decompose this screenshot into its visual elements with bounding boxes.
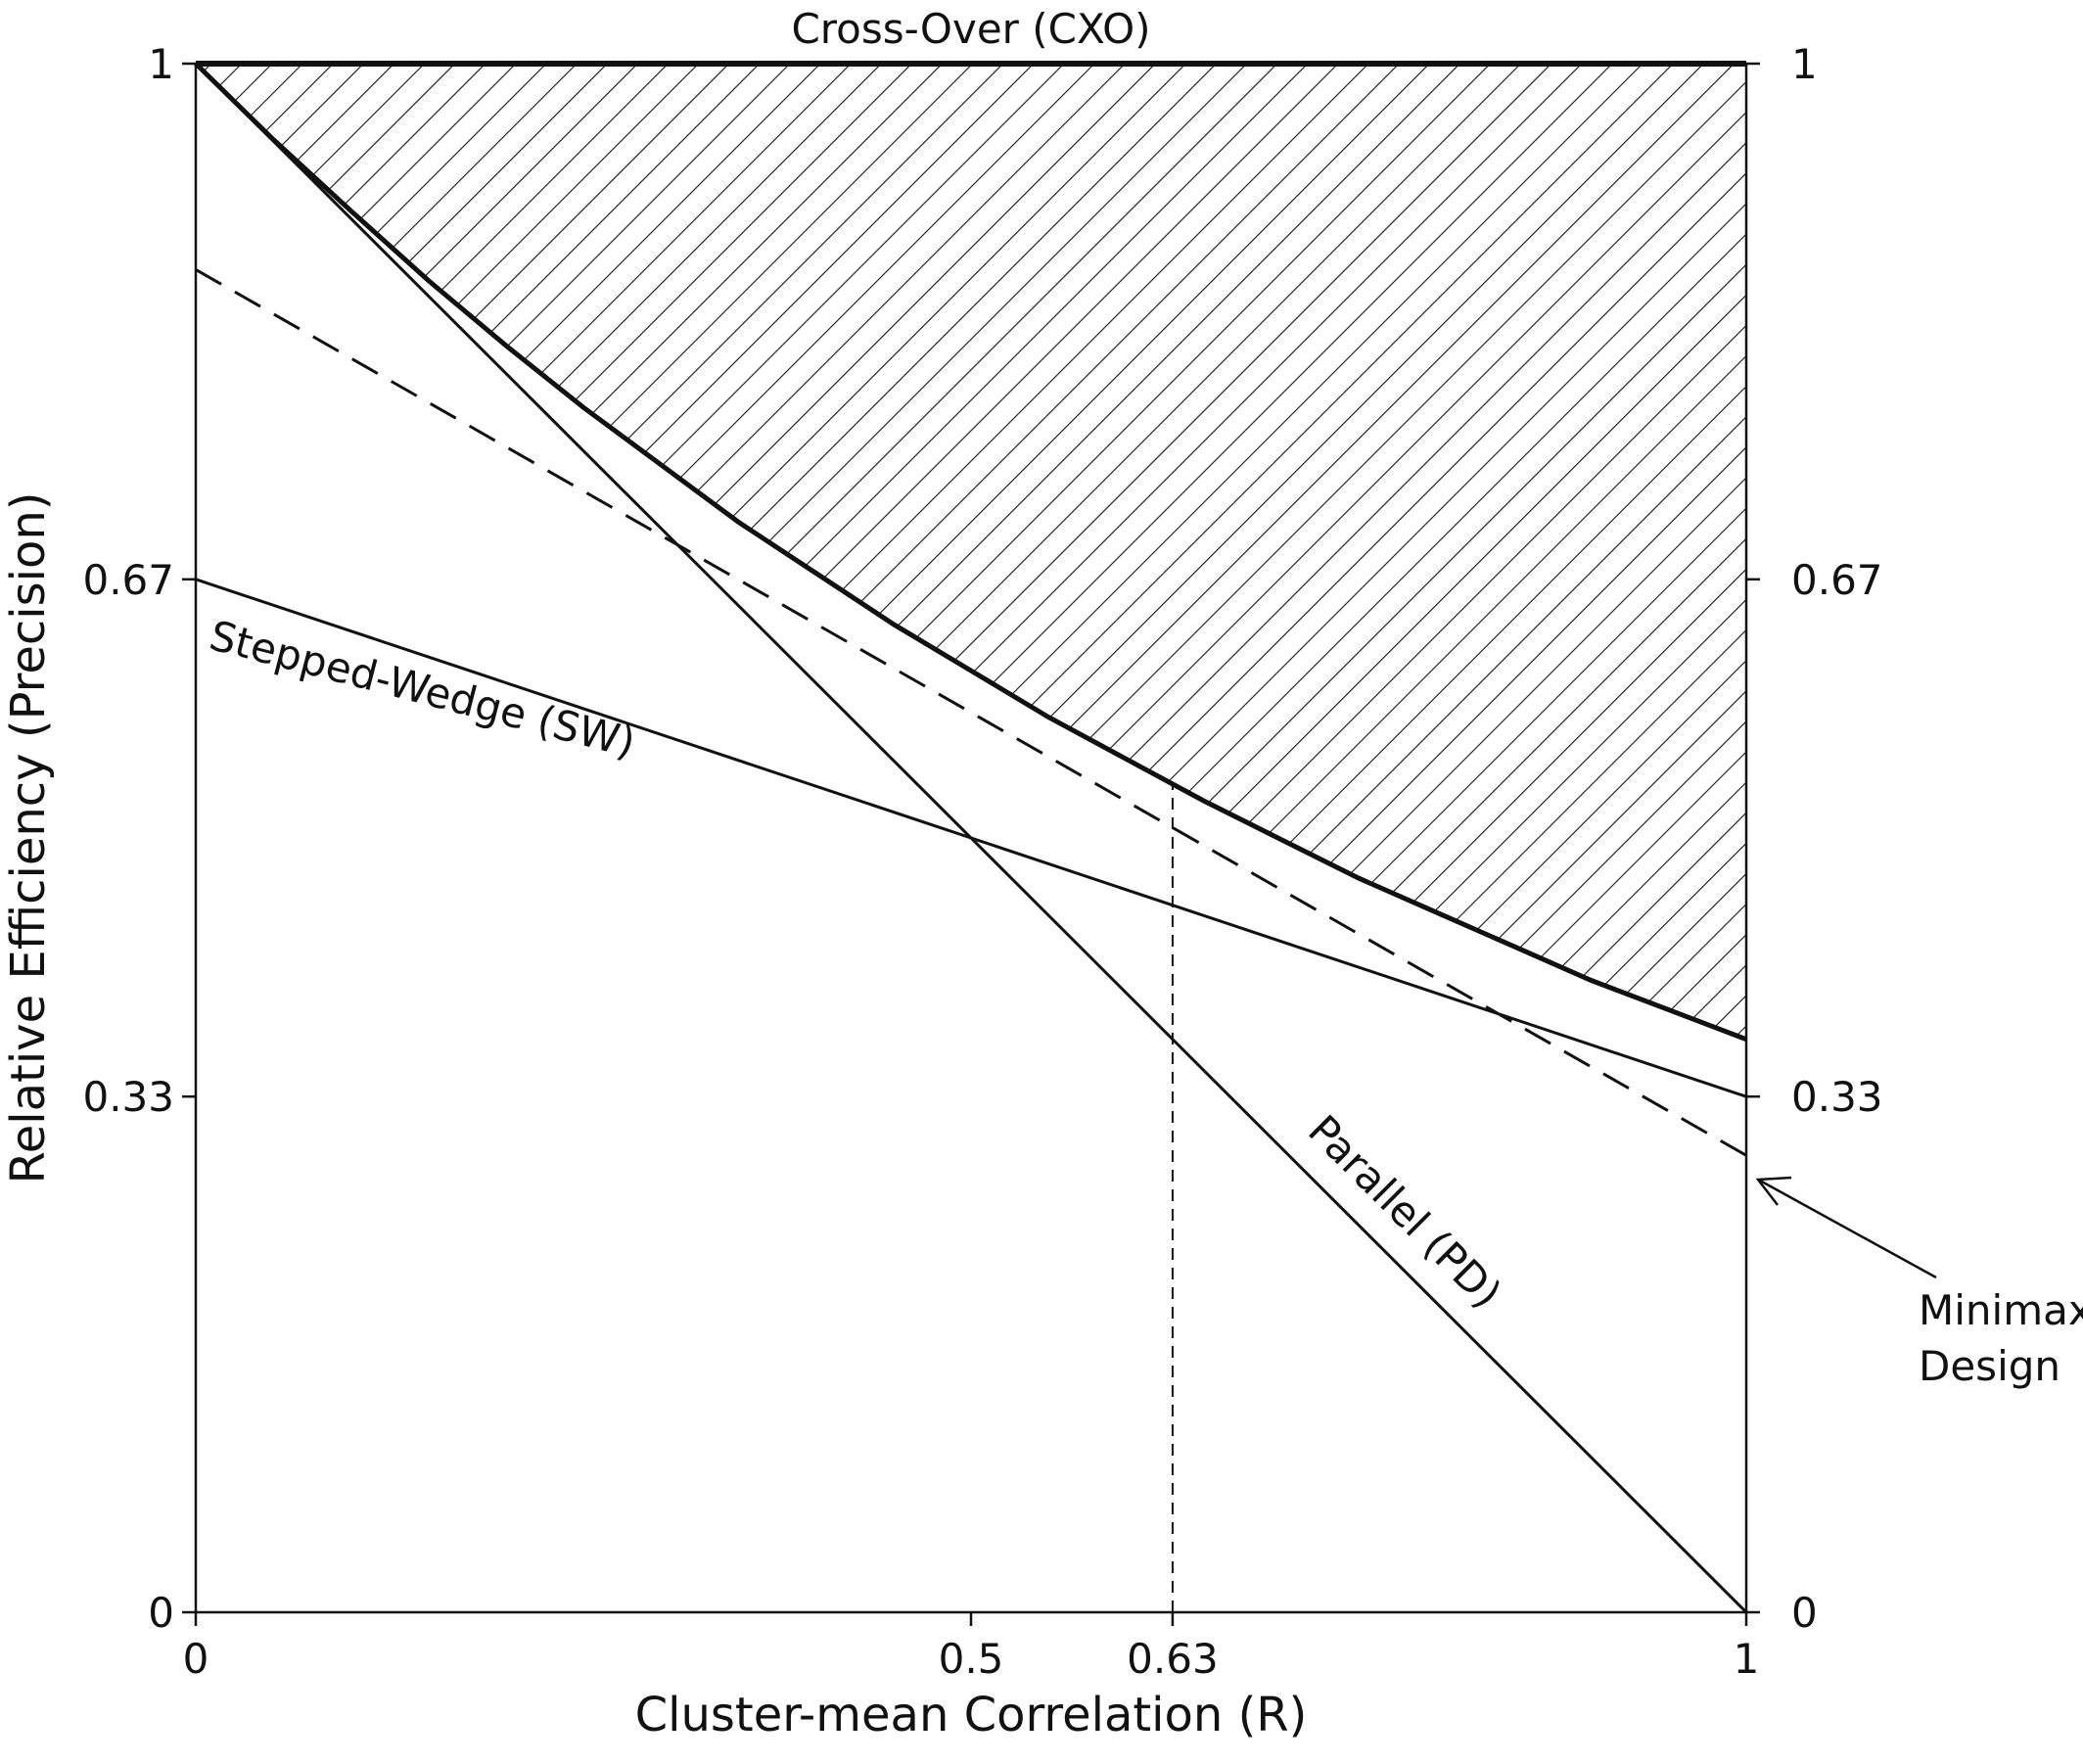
x-tick-label: 1 — [1734, 1635, 1760, 1683]
hatched-region — [196, 64, 1746, 1040]
y-tick-label-left: 0 — [148, 1589, 174, 1637]
x-tick-label: 0.63 — [1127, 1635, 1219, 1683]
series-label-stepped-wedge: Stepped-Wedge (SW) — [205, 611, 640, 766]
y-tick-label-left: 0.33 — [82, 1073, 174, 1121]
y-tick-label-right: 0.67 — [1791, 556, 1883, 604]
boundary-curve — [194, 62, 1747, 1043]
y-tick-label-right: 0.33 — [1791, 1073, 1883, 1121]
series-label-parallel: Parallel (PD) — [1299, 1106, 1510, 1318]
annotation-design: Design — [1919, 1342, 2060, 1390]
annotation-arrowhead — [1755, 1176, 1792, 1206]
x-tick-label: 0 — [183, 1635, 209, 1683]
y-tick-label-right: 0 — [1791, 1589, 1818, 1637]
x-axis-title: Cluster-mean Correlation (R) — [635, 1688, 1308, 1742]
y-axis-title: Relative Efficiency (Precision) — [1, 492, 56, 1184]
y-tick-label-left: 1 — [148, 40, 174, 88]
y-tick-label-left: 0.67 — [82, 556, 174, 604]
y-tick-label-right: 1 — [1791, 40, 1818, 88]
x-tick-label: 0.5 — [939, 1635, 1004, 1683]
series-line-stepped-wedge — [195, 578, 1747, 1098]
annotation-arrow — [1759, 1179, 1937, 1279]
series-label-cross-over: Cross-Over (CXO) — [791, 5, 1150, 53]
annotation-minimax: Minimax — [1919, 1286, 2083, 1334]
series-line-minimax — [195, 268, 1747, 1157]
